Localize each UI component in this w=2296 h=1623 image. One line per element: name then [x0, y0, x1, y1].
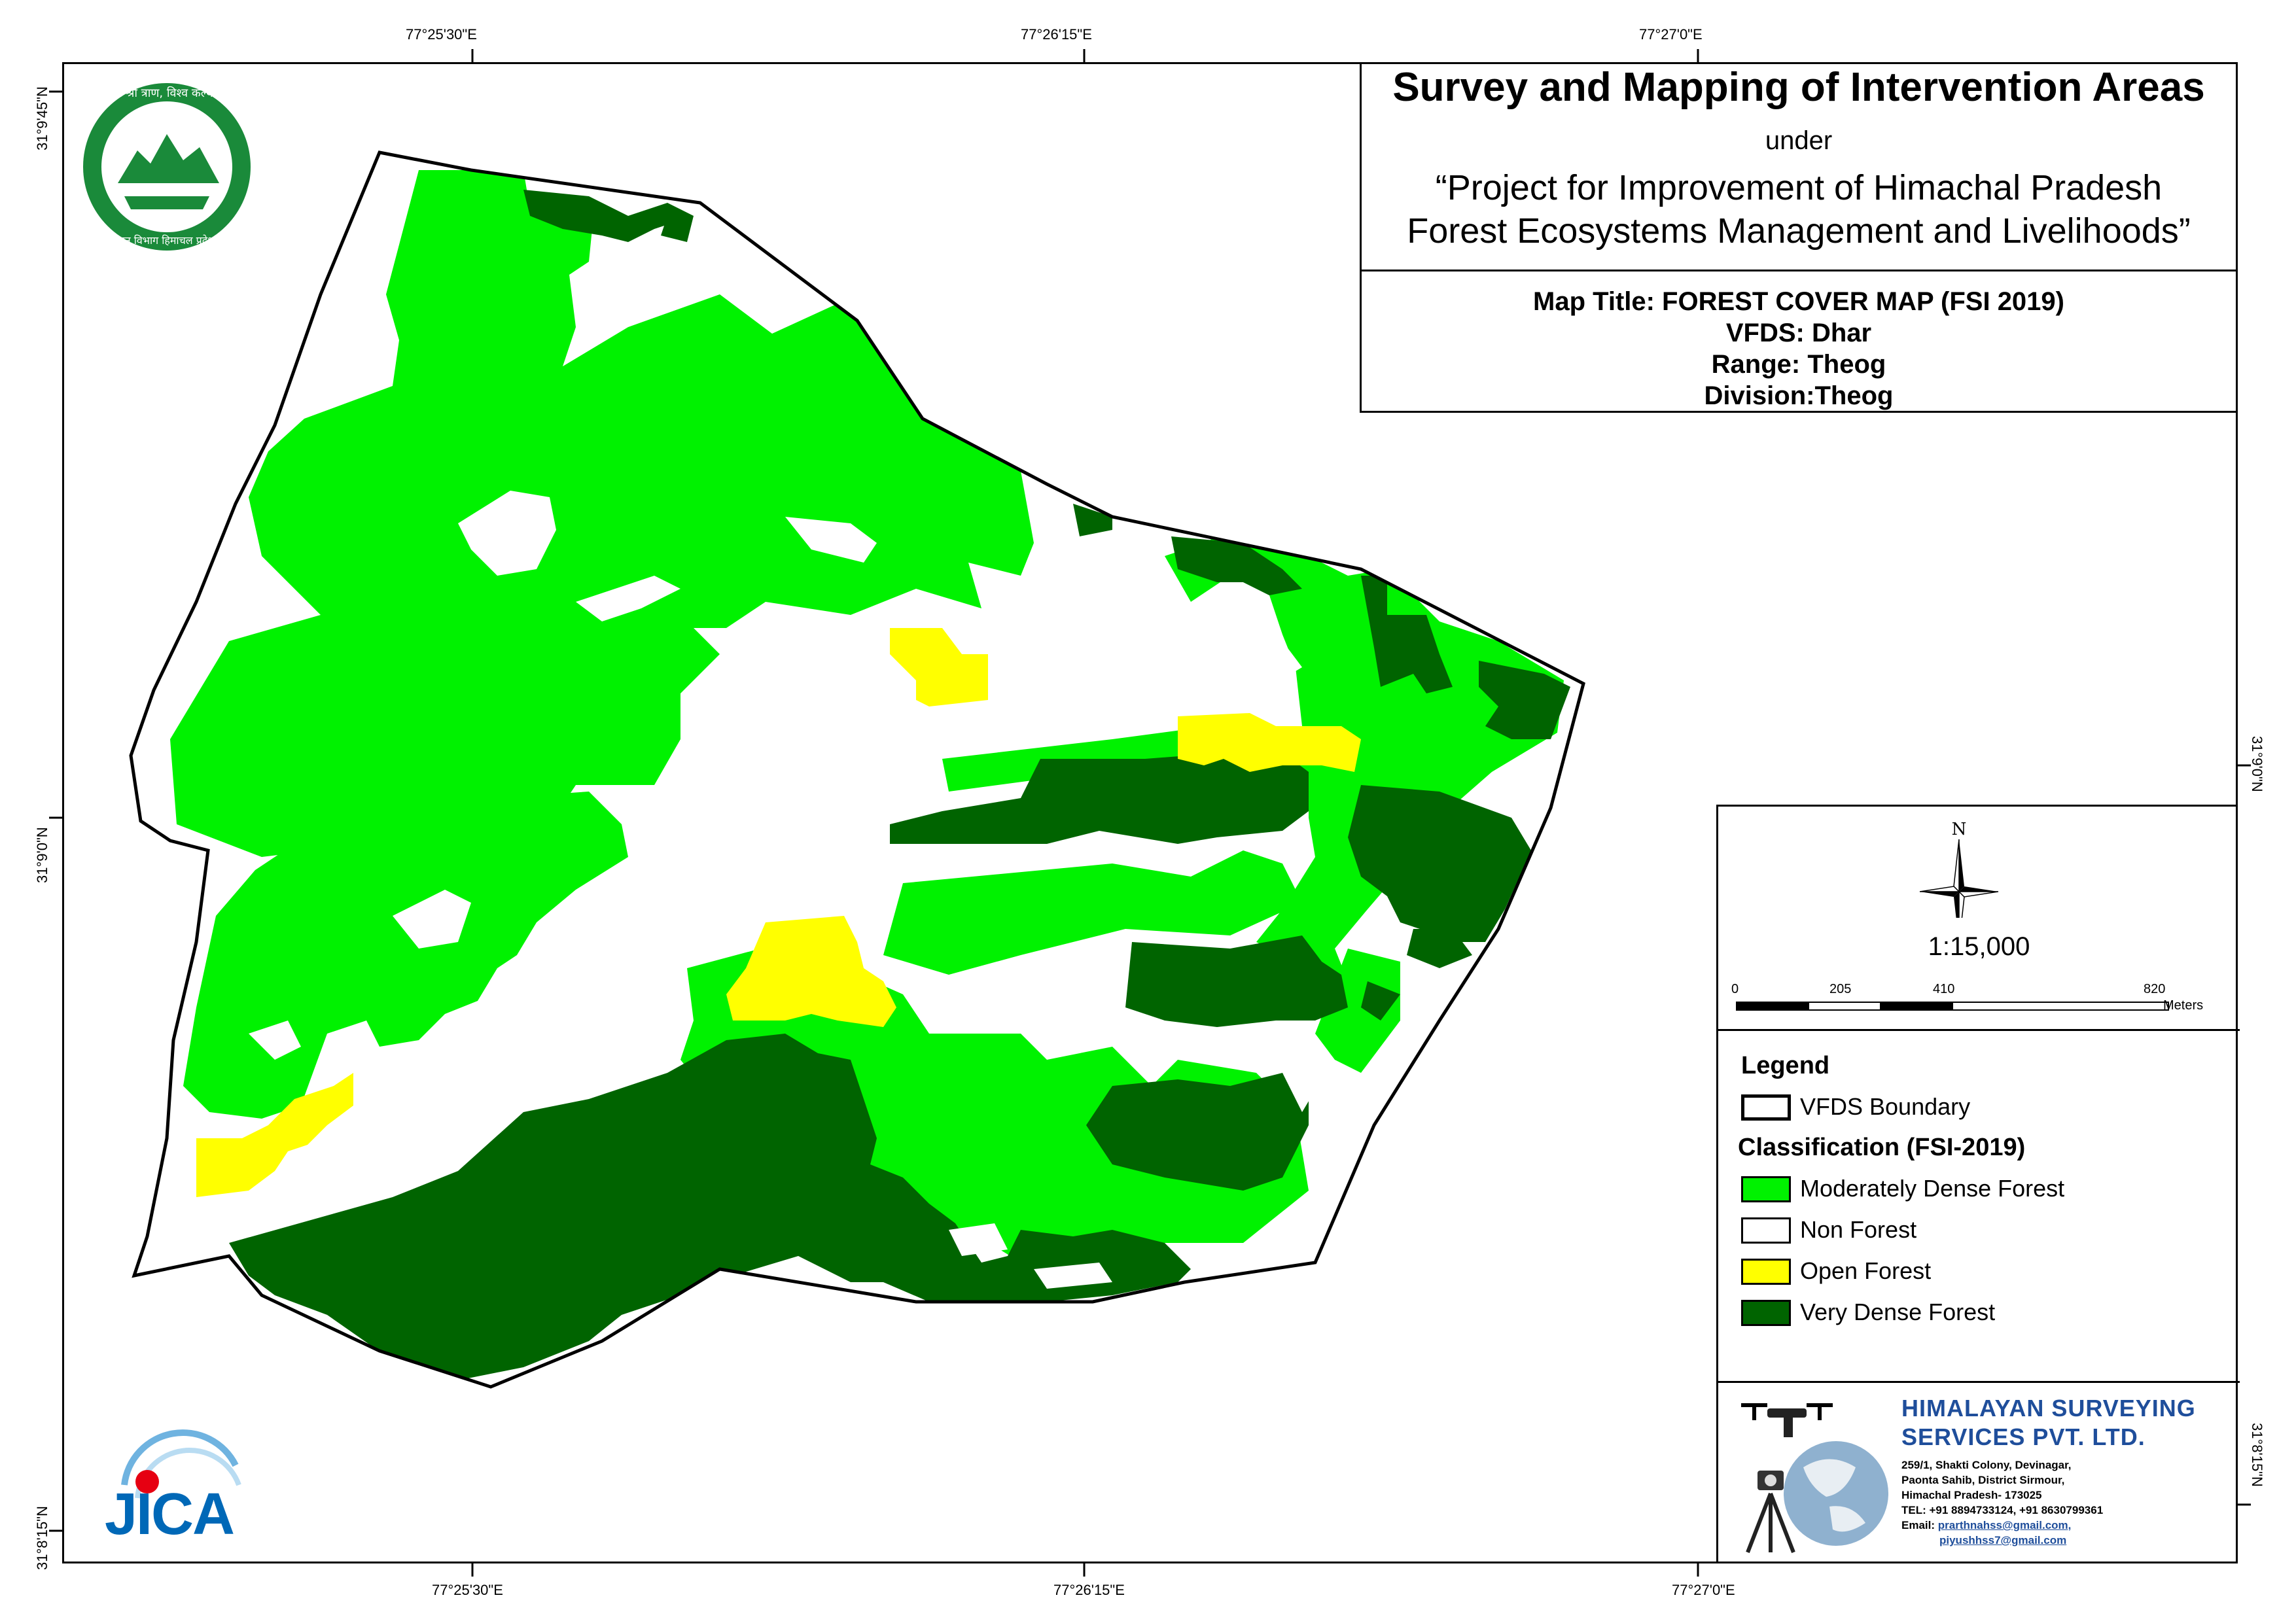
classification-heading: Classification (FSI-2019) — [1738, 1134, 2026, 1161]
legend-divider-top — [1718, 1029, 2240, 1031]
jica-logo: JICA — [105, 1429, 241, 1547]
map-title: Map Title: FOREST COVER MAP (FSI 2019) — [1533, 287, 2064, 316]
legend-label-non-forest: Non Forest — [1800, 1216, 1917, 1243]
email-link-2[interactable]: piyushhss7@gmail.com — [1939, 1534, 2067, 1546]
class-non-forest-patches — [249, 491, 1322, 1289]
project-line-2: Forest Ecosystems Management and Livelih… — [1407, 211, 2191, 251]
legend-heading: Legend — [1741, 1052, 1830, 1079]
jica-text: JICA — [105, 1482, 234, 1547]
company-address: 259/1, Shakti Colony, Devinagar, Paonta … — [1901, 1457, 2103, 1548]
scale-ratio: 1:15,000 — [1928, 932, 2030, 961]
logo-text-top: वन श्री त्राण, विश्व कल्याण — [109, 86, 225, 100]
grid-label-top-3: 77°27'0"E — [1639, 26, 1703, 43]
grid-label-bottom-3: 77°27'0"E — [1672, 1582, 1735, 1598]
scale-bar — [1736, 1002, 2169, 1011]
legend-label-very-dense: Very Dense Forest — [1800, 1299, 1996, 1325]
forest-dept-logo: वन श्री त्राण, विश्व कल्याण वन विभाग हिम… — [83, 83, 251, 251]
scale-tick-205: 205 — [1829, 982, 1852, 996]
company-logo-icon — [1741, 1403, 1888, 1554]
address-line-3: Himachal Pradesh- 173025 — [1901, 1489, 2042, 1501]
north-arrow-icon: N — [1919, 820, 1999, 918]
legend-swatch-non-forest — [1741, 1217, 1791, 1244]
address-line-4: TEL: +91 8894733124, +91 8630799361 — [1901, 1504, 2104, 1516]
legend-swatch-very-dense — [1741, 1300, 1791, 1326]
scale-tick-0: 0 — [1731, 982, 1739, 996]
company-name-line2: SERVICES PVT. LTD. — [1901, 1423, 2146, 1450]
title-under: under — [1765, 126, 1833, 155]
division-name: Division:Theog — [1704, 381, 1894, 410]
north-label: N — [1952, 820, 1967, 839]
address-line-2: Paonta Sahib, District Sirmour, — [1901, 1474, 2065, 1486]
page-title: Survey and Mapping of Intervention Areas — [1392, 65, 2205, 110]
class-open-forest — [196, 628, 1361, 1197]
class-very-dense-forest — [229, 190, 1570, 1380]
legend-swatch-moderately-dense — [1741, 1176, 1791, 1202]
legend-divider-bottom — [1718, 1381, 2240, 1383]
grid-label-top-2: 77°26'15"E — [1021, 26, 1092, 43]
legend-panel: N 1:15,000 0 205 410 820 Meters Legend V… — [1716, 805, 2240, 1563]
grid-label-bottom-2: 77°26'15"E — [1053, 1582, 1125, 1598]
legend-label-moderately-dense: Moderately Dense Forest — [1800, 1175, 2065, 1202]
map-meta-box: Map Title: FOREST COVER MAP (FSI 2019) V… — [1360, 270, 2238, 413]
email-link-1[interactable]: prarthnahss@gmail.com, — [1937, 1519, 2072, 1531]
scale-tick-820: 820 — [2144, 982, 2166, 996]
title-box: Survey and Mapping of Intervention Areas… — [1360, 62, 2238, 271]
legend-swatch-open-forest — [1741, 1259, 1791, 1285]
company-name-line1: HIMALAYAN SURVEYING — [1901, 1395, 2196, 1422]
vfds-name: VFDS: Dhar — [1725, 319, 1872, 347]
scale-unit: Meters — [2163, 998, 2204, 1013]
grid-label-bottom-1: 77°25'30"E — [432, 1582, 503, 1598]
company-name: HIMALAYAN SURVEYING SERVICES PVT. LTD. — [1901, 1394, 2196, 1452]
logo-text-bottom: वन विभाग हिमाचल प्रदेश — [119, 234, 215, 247]
address-line-1: 259/1, Shakti Colony, Devinagar, — [1901, 1459, 2072, 1471]
legend-label-open-forest: Open Forest — [1800, 1257, 1932, 1284]
legend-swatch-boundary — [1741, 1094, 1791, 1121]
range-name: Range: Theog — [1711, 350, 1886, 379]
scale-tick-410: 410 — [1933, 982, 1955, 996]
project-line-1: “Project for Improvement of Himachal Pra… — [1435, 168, 2163, 207]
email-label: Email: — [1901, 1519, 1935, 1531]
legend-label-boundary: VFDS Boundary — [1800, 1093, 1971, 1120]
grid-label-top-1: 77°25'30"E — [406, 26, 477, 43]
